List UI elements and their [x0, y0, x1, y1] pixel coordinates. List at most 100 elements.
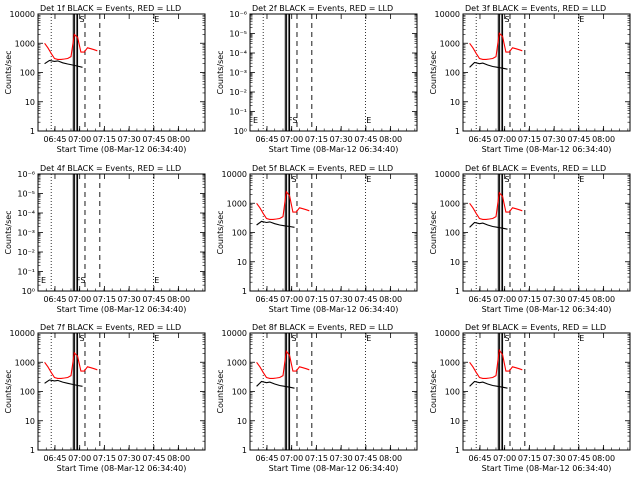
x-tick-label: 07:15: [518, 454, 541, 463]
y-tick-label: 1: [455, 127, 460, 136]
lld-series-line: [256, 190, 310, 220]
x-tick-label: 07:30: [543, 135, 566, 144]
panel-frame: [37, 173, 206, 292]
x-tick-label: 07:30: [118, 135, 141, 144]
x-tick-label: 07:45: [354, 454, 377, 463]
marker-e: E: [366, 175, 371, 184]
panel-frame: [249, 173, 418, 292]
y-tick-label: 1000: [440, 39, 460, 48]
y-tick-label: 100: [20, 69, 35, 78]
y-axis-label: Counts/sec: [429, 50, 438, 94]
panel-frame: [462, 332, 631, 451]
y-tick-label: 1: [455, 446, 460, 455]
x-tick-label: 08:00: [167, 295, 190, 304]
x-tick-label: 07:00: [68, 135, 91, 144]
y-axis-label: Counts/sec: [429, 369, 438, 413]
marker-s: S: [505, 175, 510, 184]
marker-e: E: [579, 175, 584, 184]
y-tick-label: 10⁻²: [17, 248, 35, 257]
marker-s: S: [80, 334, 85, 343]
y-tick-label: 10⁻⁶: [229, 10, 247, 19]
y-tick-label: 10000: [10, 329, 35, 338]
y-tick-label: 100: [232, 388, 247, 397]
x-tick-label: 08:00: [167, 454, 190, 463]
y-tick-label: 10⁻⁴: [17, 209, 35, 218]
x-tick-label: 06:45: [255, 135, 278, 144]
y-tick-label: 10: [450, 258, 460, 267]
marker-fs: FS: [288, 116, 298, 125]
x-tick-label: 07:00: [493, 454, 516, 463]
y-tick-label: 10⁻⁵: [229, 30, 247, 39]
events-series-line: [469, 61, 508, 70]
panel-title: Det 6f BLACK = Events, RED = LLD: [465, 164, 606, 173]
x-tick-label: 07:00: [280, 135, 303, 144]
events-series-line: [44, 59, 83, 68]
y-tick-label: 1000: [440, 358, 460, 367]
y-tick-label: 1: [30, 446, 35, 455]
marker-s: S: [80, 15, 85, 24]
marker-s: S: [292, 175, 297, 184]
x-tick-label: 07:30: [543, 454, 566, 463]
y-tick-label: 1: [455, 287, 460, 296]
x-tick-label: 07:15: [93, 295, 116, 304]
y-tick-label: 10: [237, 258, 247, 267]
y-tick-label: 10: [25, 98, 35, 107]
y-tick-label: 10⁰: [234, 127, 247, 136]
panel-title: Det 4f BLACK = Events, RED = LLD: [40, 164, 181, 173]
y-tick-label: 10: [450, 417, 460, 426]
y-tick-label: 1: [242, 446, 247, 455]
x-tick-label: 07:15: [305, 295, 328, 304]
panel-frame: [462, 13, 631, 132]
marker-e-left: E: [41, 276, 46, 285]
x-axis-label: Start Time (08-Mar-12 06:34:40): [57, 305, 187, 314]
y-axis-label: Counts/sec: [216, 369, 225, 413]
events-series-line: [44, 379, 83, 387]
panel-frame: [37, 332, 206, 451]
x-tick-label: 07:00: [280, 295, 303, 304]
panel-title: Det 8f BLACK = Events, RED = LLD: [252, 323, 393, 332]
marker-e-left: E: [253, 116, 258, 125]
y-axis-label: Counts/sec: [216, 50, 225, 94]
x-tick-label: 07:30: [330, 135, 353, 144]
x-tick-label: 07:15: [93, 454, 116, 463]
x-tick-label: 06:45: [255, 295, 278, 304]
marker-e-right: E: [154, 276, 159, 285]
x-tick-label: 07:15: [518, 295, 541, 304]
y-axis-label: Counts/sec: [4, 50, 13, 94]
lld-series-line: [256, 349, 310, 379]
y-tick-label: 10000: [435, 329, 460, 338]
y-axis-label: Counts/sec: [216, 210, 225, 254]
x-tick-label: 06:45: [43, 454, 66, 463]
x-axis-label: Start Time (08-Mar-12 06:34:40): [57, 145, 187, 154]
y-tick-label: 1000: [440, 199, 460, 208]
marker-fs: FS: [76, 276, 86, 285]
x-axis-label: Start Time (08-Mar-12 06:34:40): [269, 464, 399, 473]
x-tick-label: 07:30: [330, 295, 353, 304]
lld-series-line: [469, 348, 523, 379]
x-tick-label: 06:45: [468, 135, 491, 144]
y-tick-label: 10⁻⁴: [229, 49, 247, 58]
x-tick-label: 08:00: [379, 295, 402, 304]
y-tick-label: 10000: [222, 329, 247, 338]
marker-e: E: [579, 334, 584, 343]
events-series-line: [469, 221, 508, 230]
lld-series-line: [44, 351, 98, 379]
x-tick-label: 08:00: [379, 454, 402, 463]
x-tick-label: 07:00: [68, 454, 91, 463]
panel-frame: [37, 13, 206, 132]
x-tick-label: 07:15: [305, 454, 328, 463]
marker-s: S: [505, 15, 510, 24]
panel-frame: [249, 332, 418, 451]
panel-title: Det 5f BLACK = Events, RED = LLD: [252, 164, 393, 173]
y-tick-label: 100: [232, 229, 247, 238]
x-tick-label: 07:15: [305, 135, 328, 144]
x-tick-label: 06:45: [43, 295, 66, 304]
marker-e: E: [154, 15, 159, 24]
y-tick-label: 10⁻⁵: [17, 190, 35, 199]
y-tick-label: 10000: [435, 10, 460, 19]
y-tick-label: 100: [20, 388, 35, 397]
lld-series-line: [469, 32, 523, 60]
panel-frame: [249, 13, 418, 132]
marker-s: S: [292, 334, 297, 343]
